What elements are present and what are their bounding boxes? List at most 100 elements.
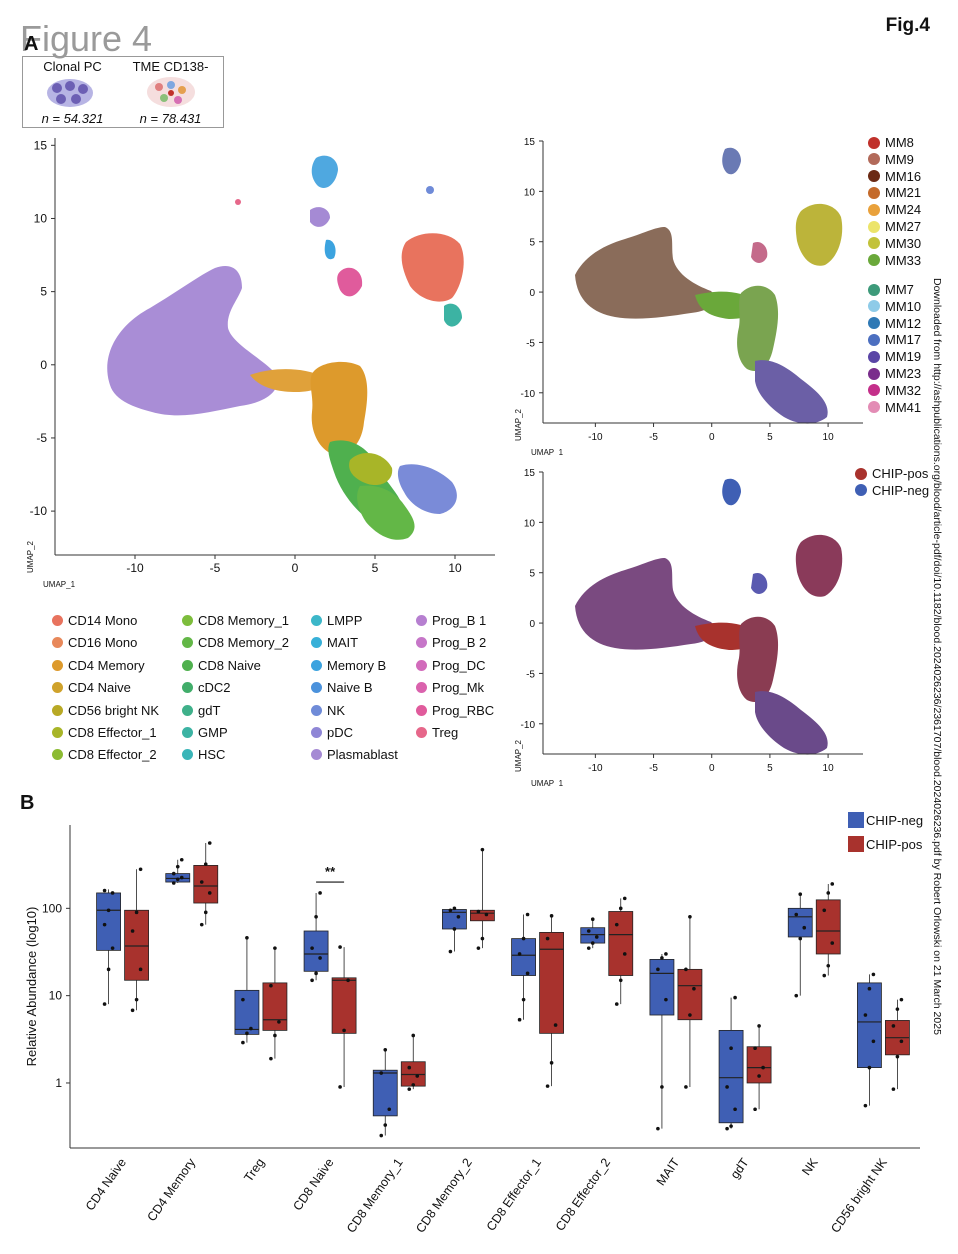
data-point [314,971,318,976]
legend-swatch [855,467,867,480]
data-point [110,891,115,895]
y-tick-label: 10 [524,518,536,529]
x-tick-label: gdT [728,1155,752,1181]
legend-label: MM12 [885,315,922,331]
legend-label: Prog_DC [432,657,486,673]
data-point [586,929,591,933]
legend-swatch [182,749,193,761]
celltype-legend-item: CD8 Effector_2 [52,747,157,762]
data-point [549,914,554,918]
data-point [684,1085,688,1089]
umap-chip-clusters [575,478,843,755]
umap-main-axes: -10 -5 0 5 10 15 10 5 0 -5 -10 UMAP_1 UMAP_2 [26,138,495,589]
y-tick-label: -10 [30,504,48,518]
data-point [130,1008,135,1013]
data-point [134,997,139,1002]
y-tick-label: 15 [524,137,536,148]
x-tick-label: CD4 Naive [83,1156,129,1214]
data-point [794,993,799,998]
data-point [310,946,314,950]
legend-swatch [868,401,880,414]
legend-swatch [868,254,880,267]
data-point [692,986,696,991]
side-legend-item: MM41 [868,400,921,415]
legend-label: cDC2 [198,680,231,696]
celltype-legend-item: Prog_B 1 [416,613,486,628]
legend-swatch [868,220,880,233]
side-legend-item: MM23 [868,366,921,381]
legend-swatch [868,170,880,183]
data-point [618,978,623,983]
x-tick-label: 10 [823,432,835,443]
celltype-legend-item: LMPP [311,613,362,628]
y-tick-label: 10 [49,989,63,1003]
x-tick-label: 0 [709,432,715,443]
celltype-legend-item: CD14 Mono [52,613,137,628]
y-tick-label: 0 [529,288,535,299]
data-point [521,997,526,1002]
legend-label: MM19 [885,349,922,365]
panel-b-label: B [20,792,35,814]
box [96,892,121,951]
umap-chip-plot: -10 -5 0 5 10 15 10 5 0 -5 -10 UMAP_1 UMAP_2 [514,468,863,786]
data-point [383,1123,388,1127]
data-point [175,877,180,882]
data-point [660,956,664,960]
data-point [733,1107,737,1112]
legend-label: MM21 [885,185,922,201]
celltype-legend-item: Plasmablast [311,747,398,762]
data-point [798,892,803,897]
data-point [273,946,277,950]
celltype-legend-item: Prog_RBC [416,703,494,718]
celltype-legend-item: CD8 Naive [182,658,261,673]
x-tick-label: 5 [767,432,773,443]
legend-label: LMPP [327,613,363,628]
data-point [753,1046,757,1051]
y-tick-label: 15 [34,138,48,152]
data-point [729,1046,733,1051]
celltype-legend-item: CD8 Memory_2 [182,635,289,650]
data-point [338,1085,342,1089]
x-axis-label: UMAP_1 [531,779,564,786]
tme-count: n = 78.431 [139,111,202,126]
legend-swatch [311,659,322,671]
celltype-legend-item: Prog_DC [416,658,485,673]
legend-label: MM41 [885,399,922,415]
legend-label: CHIP-neg [872,482,930,498]
legend-label: GMP [198,725,228,740]
y-tick-label: -5 [526,338,535,349]
data-point [525,971,530,976]
y-tick-label: -10 [521,389,536,400]
data-point [656,967,660,972]
data-point [863,1013,868,1017]
box [787,907,813,938]
box [718,1029,744,1124]
celltype-legend-item: GMP [182,725,228,740]
data-point [241,997,245,1002]
box [262,982,288,1031]
data-point [318,891,322,895]
x-tick-label: 5 [372,561,379,575]
box [331,977,357,1034]
data-point [802,925,807,930]
box [193,865,219,904]
data-point [753,1107,757,1112]
clonal-pc-cells-icon [47,79,93,107]
y-tick-label: 5 [529,569,535,580]
side-legend-item: MM19 [868,349,921,364]
legend-label: MM33 [885,252,922,268]
legend-label: CD14 Mono [68,613,138,628]
legend-label: MM16 [885,168,922,184]
data-point [614,922,619,927]
legend-label: Prog_B 2 [432,635,487,651]
data-point [590,917,595,922]
legend-swatch [52,727,63,738]
side-legend-item: MM33 [868,253,921,268]
data-point [338,945,342,949]
data-point [342,1028,346,1033]
data-point [826,963,831,968]
x-tick-label: 0 [292,561,299,575]
legend-label: pDC [327,725,354,740]
legend-swatch [182,682,193,694]
clonal-pc-title: Clonal PC [43,59,102,74]
